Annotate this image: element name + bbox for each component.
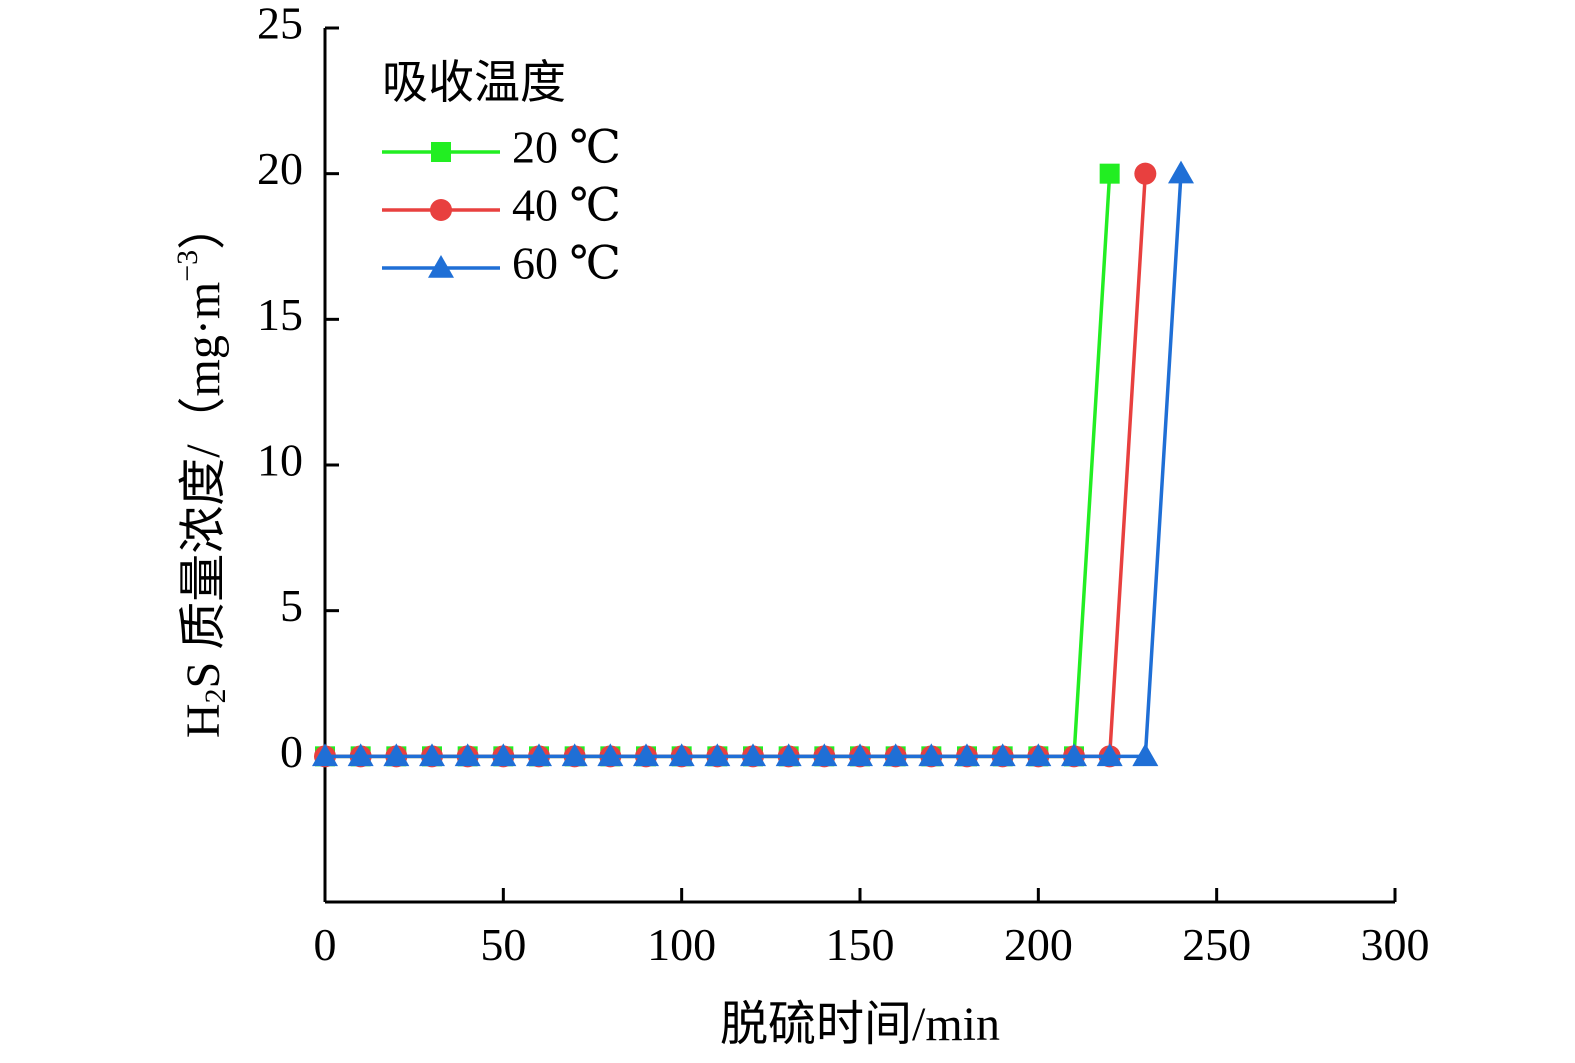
y-tick-label: 10 xyxy=(257,435,303,486)
x-tick-label: 300 xyxy=(1361,919,1430,970)
data-point xyxy=(1132,743,1159,767)
data-point xyxy=(1025,743,1052,767)
legend-label: 60 ℃ xyxy=(512,238,621,289)
data-point xyxy=(561,743,588,767)
series-triangle xyxy=(312,160,1194,767)
x-tick-label: 100 xyxy=(647,919,716,970)
data-point xyxy=(918,743,945,767)
data-point xyxy=(419,743,445,767)
data-point xyxy=(954,743,980,767)
y-axis-title-sub2: 2 xyxy=(199,688,232,703)
legend-marker xyxy=(431,142,451,162)
data-point xyxy=(775,743,802,767)
data-point xyxy=(312,743,338,767)
y-axis-title-main: S 质量浓度/（mg·m xyxy=(177,282,230,689)
data-point xyxy=(383,743,410,767)
x-tick-label: 150 xyxy=(826,919,895,970)
data-point xyxy=(1134,162,1157,185)
data-point xyxy=(882,743,909,767)
x-ticks: 0 50 100 150 200 250 300 xyxy=(314,888,1430,970)
legend-title: 吸收温度 xyxy=(382,57,566,108)
legend-marker xyxy=(430,199,452,221)
data-point xyxy=(347,743,374,767)
legend-item: 20 ℃ xyxy=(382,122,621,173)
legend: 吸收温度 20 ℃ 40 ℃ 60 ℃ xyxy=(382,57,621,289)
legend-marker xyxy=(428,255,454,278)
y-axis-title-h: H xyxy=(177,703,230,738)
series-circle xyxy=(314,162,1157,768)
y-axis-title-close: ） xyxy=(177,202,230,250)
legend-label: 20 ℃ xyxy=(512,122,621,173)
axes xyxy=(323,28,1395,904)
x-tick-label: 50 xyxy=(480,919,526,970)
y-axis-title: H2S 质量浓度/（mg·m−3） xyxy=(171,202,232,738)
y-ticks: 0 5 10 15 20 25 xyxy=(257,0,339,777)
data-point xyxy=(490,743,517,767)
y-tick-label: 20 xyxy=(257,143,303,194)
y-axis-title-sup: −3 xyxy=(171,250,204,282)
data-point xyxy=(633,743,659,767)
data-point xyxy=(597,743,624,767)
x-tick-label: 250 xyxy=(1182,919,1251,970)
data-point xyxy=(526,743,552,767)
series-square xyxy=(315,163,1120,767)
series-line xyxy=(325,173,1148,759)
legend-label: 40 ℃ xyxy=(512,180,621,231)
data-point xyxy=(811,743,838,767)
data-point xyxy=(704,743,731,767)
data-point xyxy=(668,743,695,767)
y-tick-label: 25 xyxy=(257,0,303,49)
series-layer xyxy=(312,160,1194,768)
data-point xyxy=(740,743,766,767)
y-axis-title-text: H2S 质量浓度/（mg·m−3） xyxy=(171,202,232,738)
data-point xyxy=(1096,743,1123,767)
data-point xyxy=(1168,160,1194,184)
data-point xyxy=(847,743,873,767)
x-axis-title: 脱硫时间/min xyxy=(720,998,1000,1051)
data-point xyxy=(1061,743,1087,767)
data-point xyxy=(989,743,1016,767)
y-tick-label: 5 xyxy=(280,580,303,631)
legend-item: 40 ℃ xyxy=(382,180,621,231)
y-tick-label: 0 xyxy=(280,726,303,777)
series-line xyxy=(325,173,1183,759)
x-tick-label: 200 xyxy=(1004,919,1073,970)
legend-item: 60 ℃ xyxy=(382,238,621,289)
data-point xyxy=(454,743,481,767)
x-tick-label: 0 xyxy=(314,919,337,970)
data-point xyxy=(1099,163,1120,184)
legend-items: 20 ℃ 40 ℃ 60 ℃ xyxy=(382,122,621,289)
y-tick-label: 15 xyxy=(257,289,303,340)
